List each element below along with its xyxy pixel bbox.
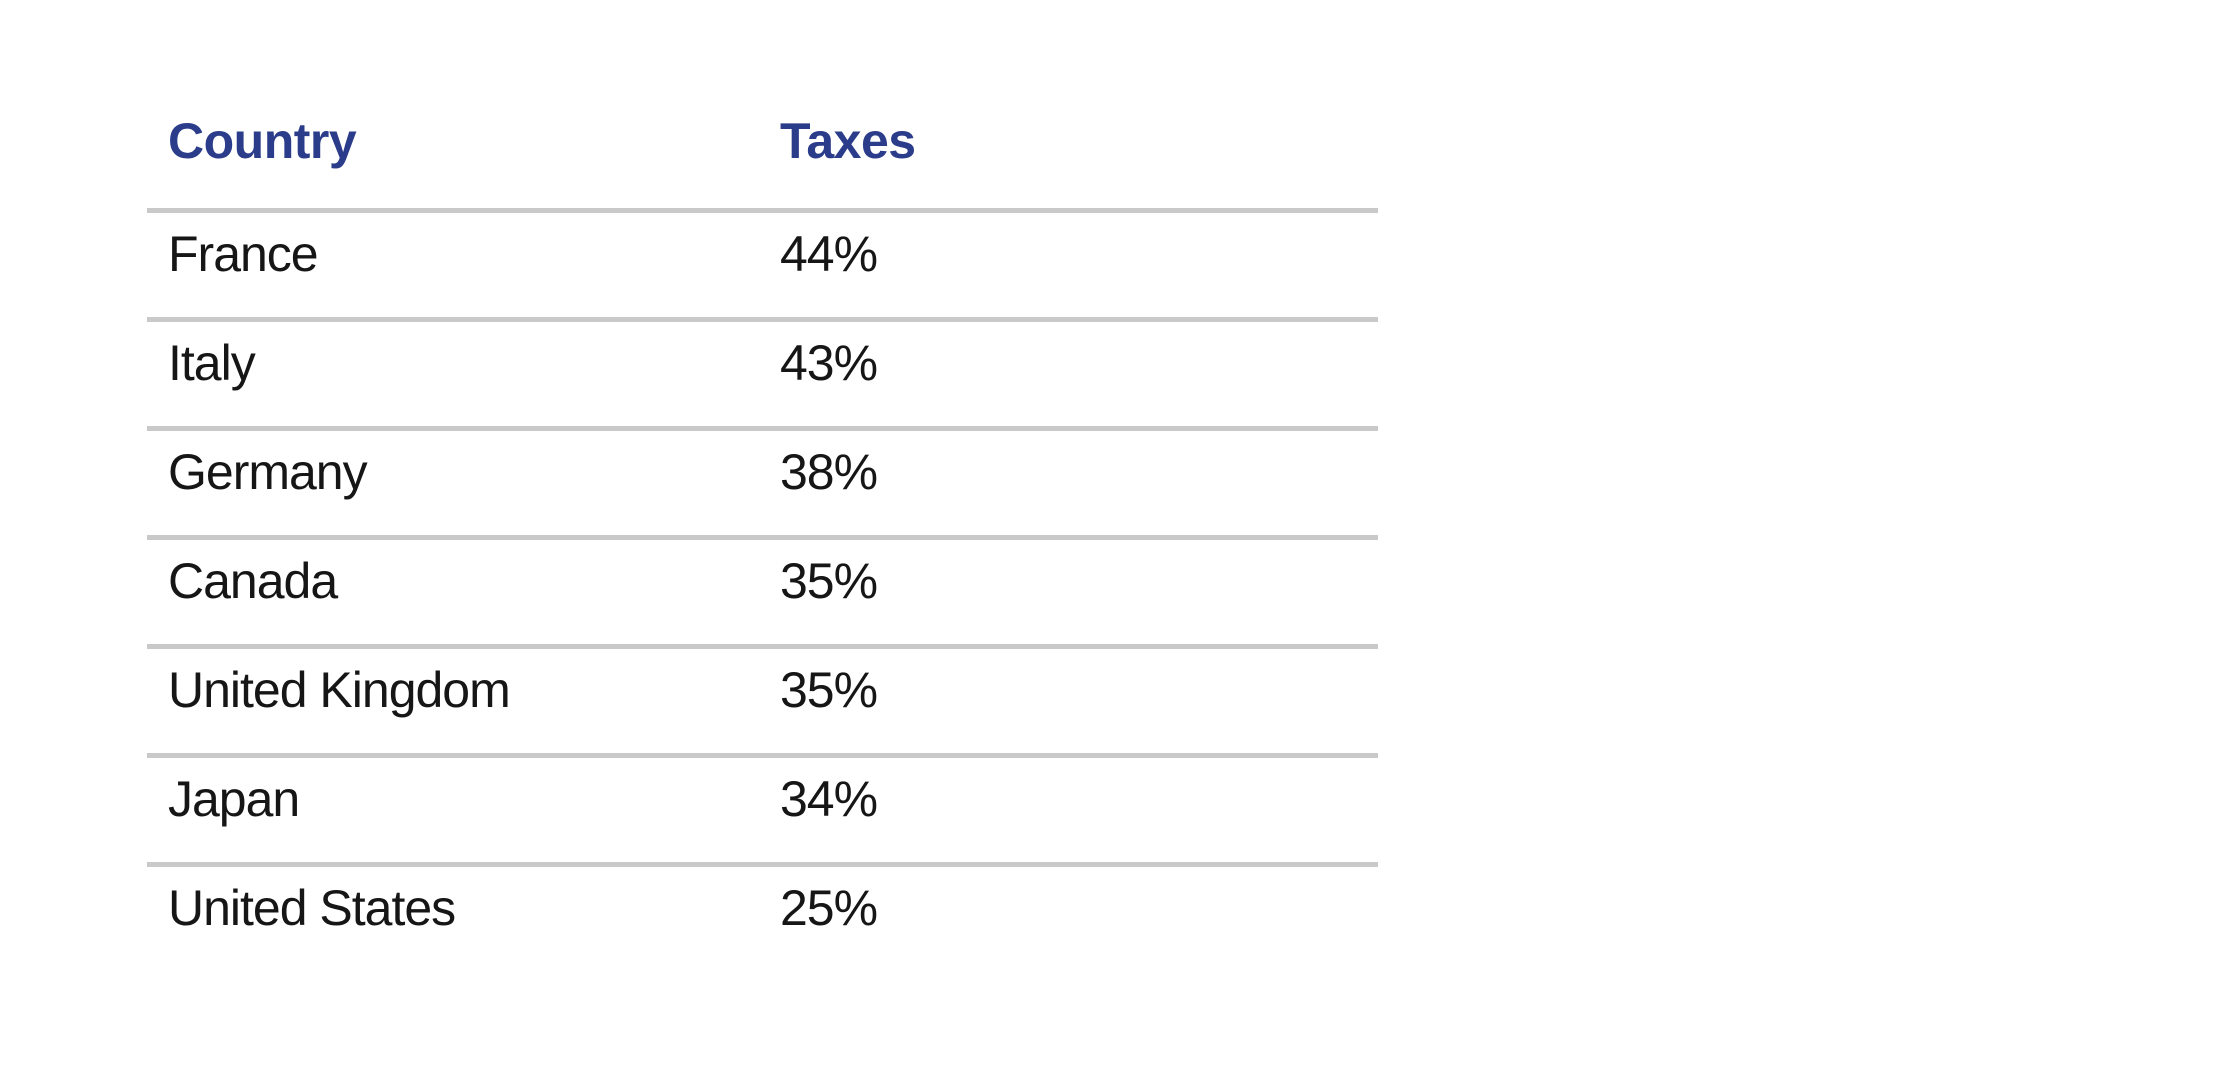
country-cell: Canada [168,553,338,609]
table-body: France 44% Italy 43% Germany 38% Canada … [147,208,1378,971]
country-cell: France [168,226,319,282]
table-row: Japan 34% [147,753,1378,862]
table-row: Canada 35% [147,535,1378,644]
country-cell: Japan [168,771,300,827]
country-cell: Germany [168,444,368,500]
table-row: France 44% [147,208,1378,317]
table-row: Italy 43% [147,317,1378,426]
taxes-cell: 35% [780,662,878,718]
table-header-row: Country Taxes [147,94,1378,208]
column-header-taxes: Taxes [780,113,916,169]
country-cell: Italy [168,335,256,391]
column-header-country: Country [168,113,357,169]
table-row: United States 25% [147,862,1378,971]
table-row: United Kingdom 35% [147,644,1378,753]
country-cell: United States [168,880,456,936]
tax-table: Country Taxes France 44% Italy 43% Germa… [147,94,1378,971]
taxes-cell: 43% [780,335,878,391]
taxes-cell: 25% [780,880,878,936]
taxes-cell: 38% [780,444,878,500]
table-row: Germany 38% [147,426,1378,535]
taxes-cell: 34% [780,771,878,827]
taxes-cell: 35% [780,553,878,609]
country-cell: United Kingdom [168,662,511,718]
taxes-cell: 44% [780,226,878,282]
